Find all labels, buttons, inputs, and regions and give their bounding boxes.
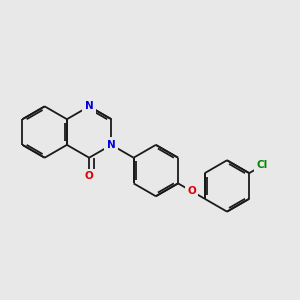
Text: N: N: [107, 140, 116, 150]
Text: O: O: [85, 171, 94, 181]
Text: O: O: [187, 186, 196, 196]
Text: Cl: Cl: [257, 160, 268, 170]
Text: N: N: [85, 101, 94, 111]
